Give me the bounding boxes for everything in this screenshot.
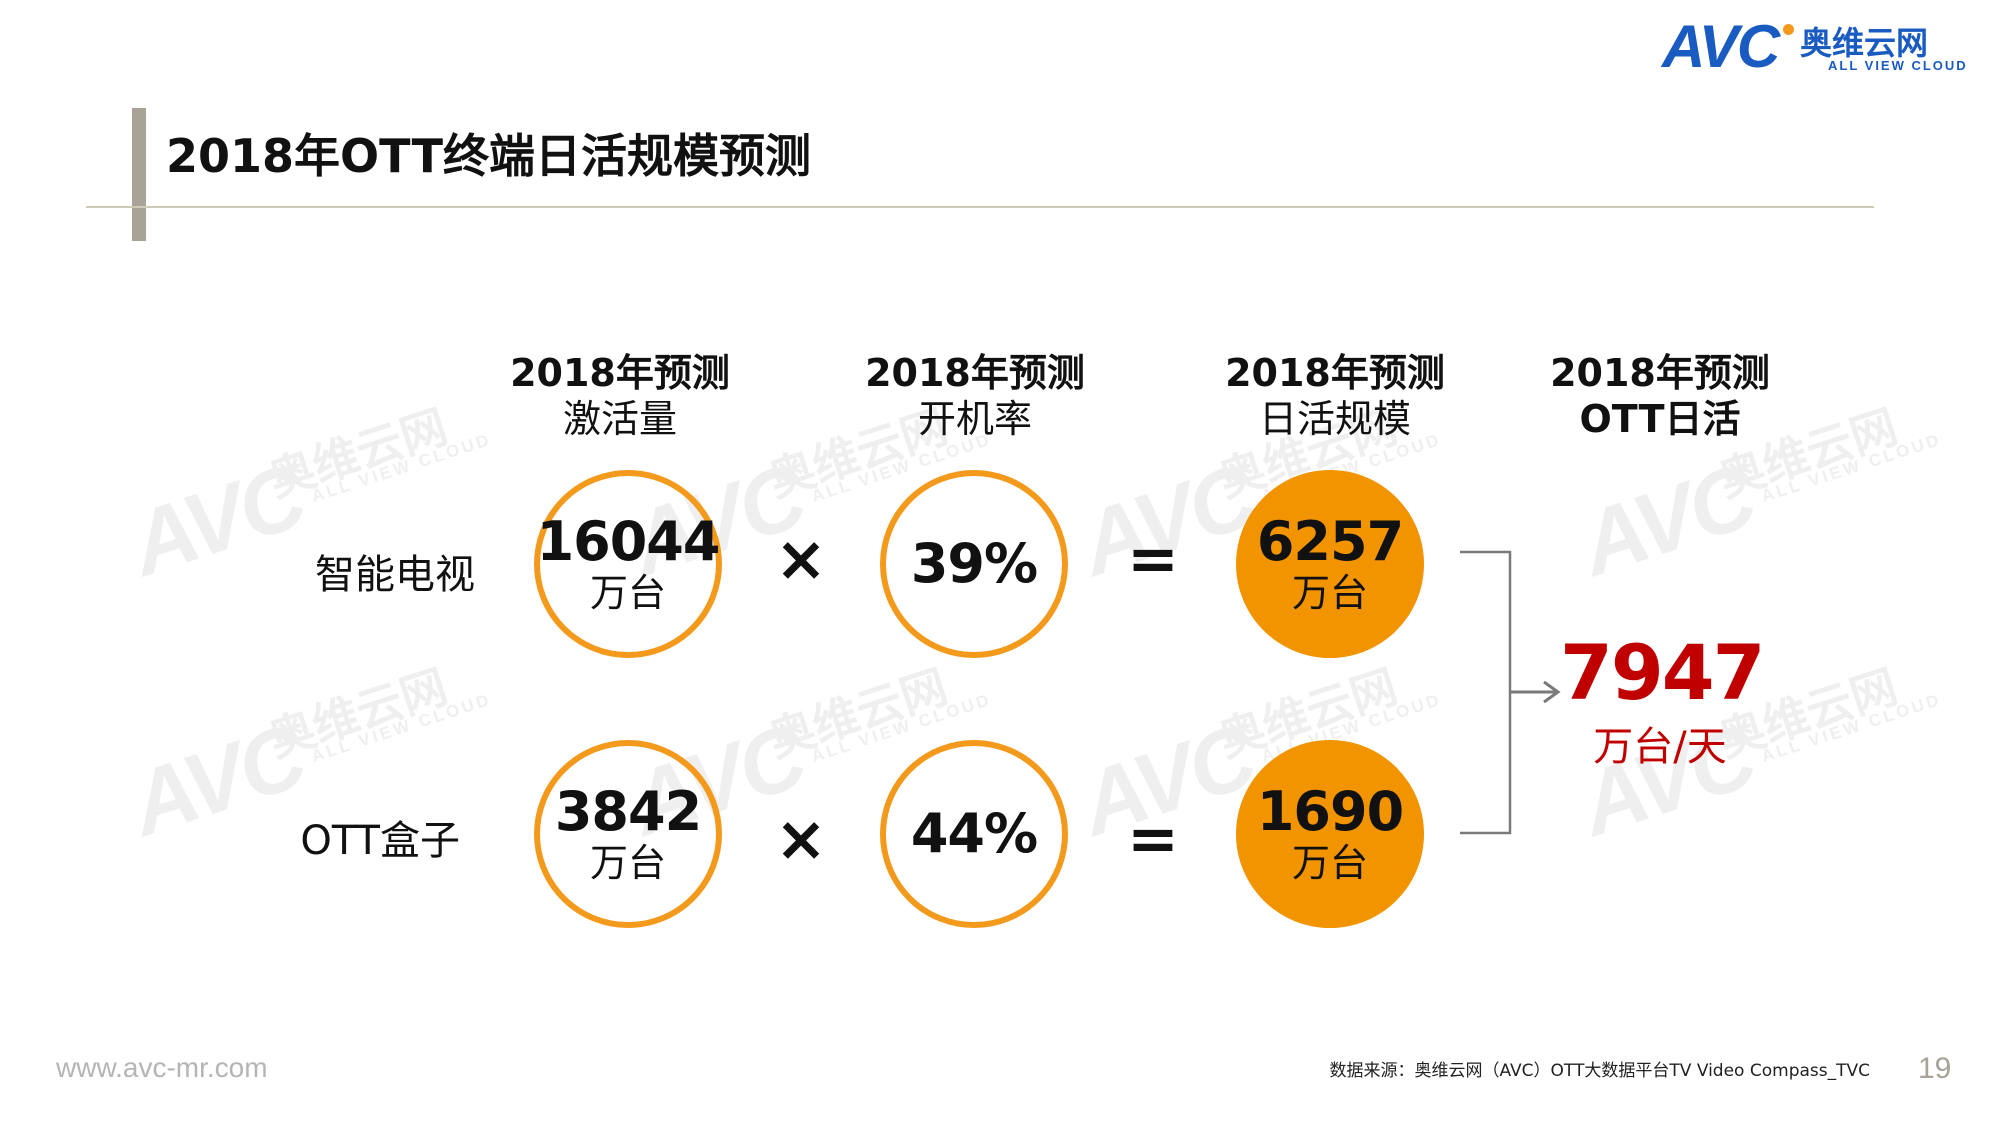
footer-url: www.avc-mr.com bbox=[56, 1052, 268, 1083]
column-header-daily: 2018年预测 日活规模 bbox=[1205, 350, 1465, 442]
column-header-activation: 2018年预测 激活量 bbox=[490, 350, 750, 442]
watermark-logo: AVC 奥维云网 ALL VIEW CLOUD bbox=[1568, 399, 1944, 596]
bracket-line bbox=[1460, 550, 1512, 835]
daily-circle: 6257 万台 bbox=[1236, 470, 1424, 658]
rate-value: 39% bbox=[910, 532, 1038, 595]
activation-unit: 万台 bbox=[589, 571, 666, 615]
column-header-line2: 日活规模 bbox=[1258, 397, 1411, 441]
daily-value: 6257 bbox=[1256, 510, 1404, 573]
rate-value: 44% bbox=[910, 802, 1038, 865]
column-header-line1: 2018年预测 bbox=[510, 351, 730, 395]
column-header-line1: 2018年预测 bbox=[1225, 351, 1445, 395]
daily-value: 1690 bbox=[1256, 780, 1404, 843]
logo-name-en: ALL VIEW CLOUD bbox=[1828, 58, 1968, 73]
activation-unit: 万台 bbox=[589, 841, 666, 885]
equals-sign: = bbox=[1127, 522, 1179, 595]
rate-circle: 44% bbox=[880, 740, 1068, 928]
column-header-rate: 2018年预测 开机率 bbox=[845, 350, 1105, 442]
daily-unit: 万台 bbox=[1291, 841, 1368, 885]
column-header-line1: 2018年预测 bbox=[865, 351, 1085, 395]
row-label-ott-box: OTT盒子 bbox=[300, 818, 460, 864]
avc-logo: AVC 奥维云网 ALL VIEW CLOUD bbox=[1650, 13, 1980, 80]
logo-brand: AVC bbox=[1662, 13, 1780, 80]
title-divider bbox=[86, 206, 1874, 208]
sum-bracket bbox=[1460, 550, 1561, 835]
column-header-line2: 开机率 bbox=[917, 397, 1032, 441]
multiply-sign: × bbox=[775, 522, 827, 595]
activation-circle: 3842 万台 bbox=[534, 740, 722, 928]
arrow-right-icon bbox=[1543, 680, 1561, 704]
logo-name-cn: 奥维云网 bbox=[1800, 24, 1929, 62]
column-header-ott-daily: 2018年预测 OTT日活 bbox=[1530, 350, 1790, 442]
daily-circle: 1690 万台 bbox=[1236, 740, 1424, 928]
activation-value: 16044 bbox=[536, 510, 721, 573]
activation-value: 3842 bbox=[554, 780, 702, 843]
column-header-line2: OTT日活 bbox=[1579, 397, 1741, 441]
activation-circle: 16044 万台 bbox=[534, 470, 722, 658]
equals-sign: = bbox=[1127, 802, 1179, 875]
multiply-sign: × bbox=[775, 802, 827, 875]
rate-circle: 39% bbox=[880, 470, 1068, 658]
result-value: 7947 bbox=[1560, 628, 1766, 717]
page-title: 2018年OTT终端日活规模预测 bbox=[166, 129, 811, 183]
logo-dot-icon bbox=[1783, 24, 1794, 35]
daily-unit: 万台 bbox=[1291, 571, 1368, 615]
page-number: 19 bbox=[1918, 1052, 1952, 1085]
row-label-smart-tv: 智能电视 bbox=[315, 552, 475, 598]
title-accent-bar bbox=[132, 108, 146, 241]
column-header-line2: 激活量 bbox=[562, 397, 677, 441]
column-header-line1: 2018年预测 bbox=[1550, 351, 1770, 395]
data-source-note: 数据来源：奥维云网（AVC）OTT大数据平台TV Video Compass_T… bbox=[1329, 1061, 1870, 1081]
result-unit: 万台/天 bbox=[1593, 724, 1727, 770]
